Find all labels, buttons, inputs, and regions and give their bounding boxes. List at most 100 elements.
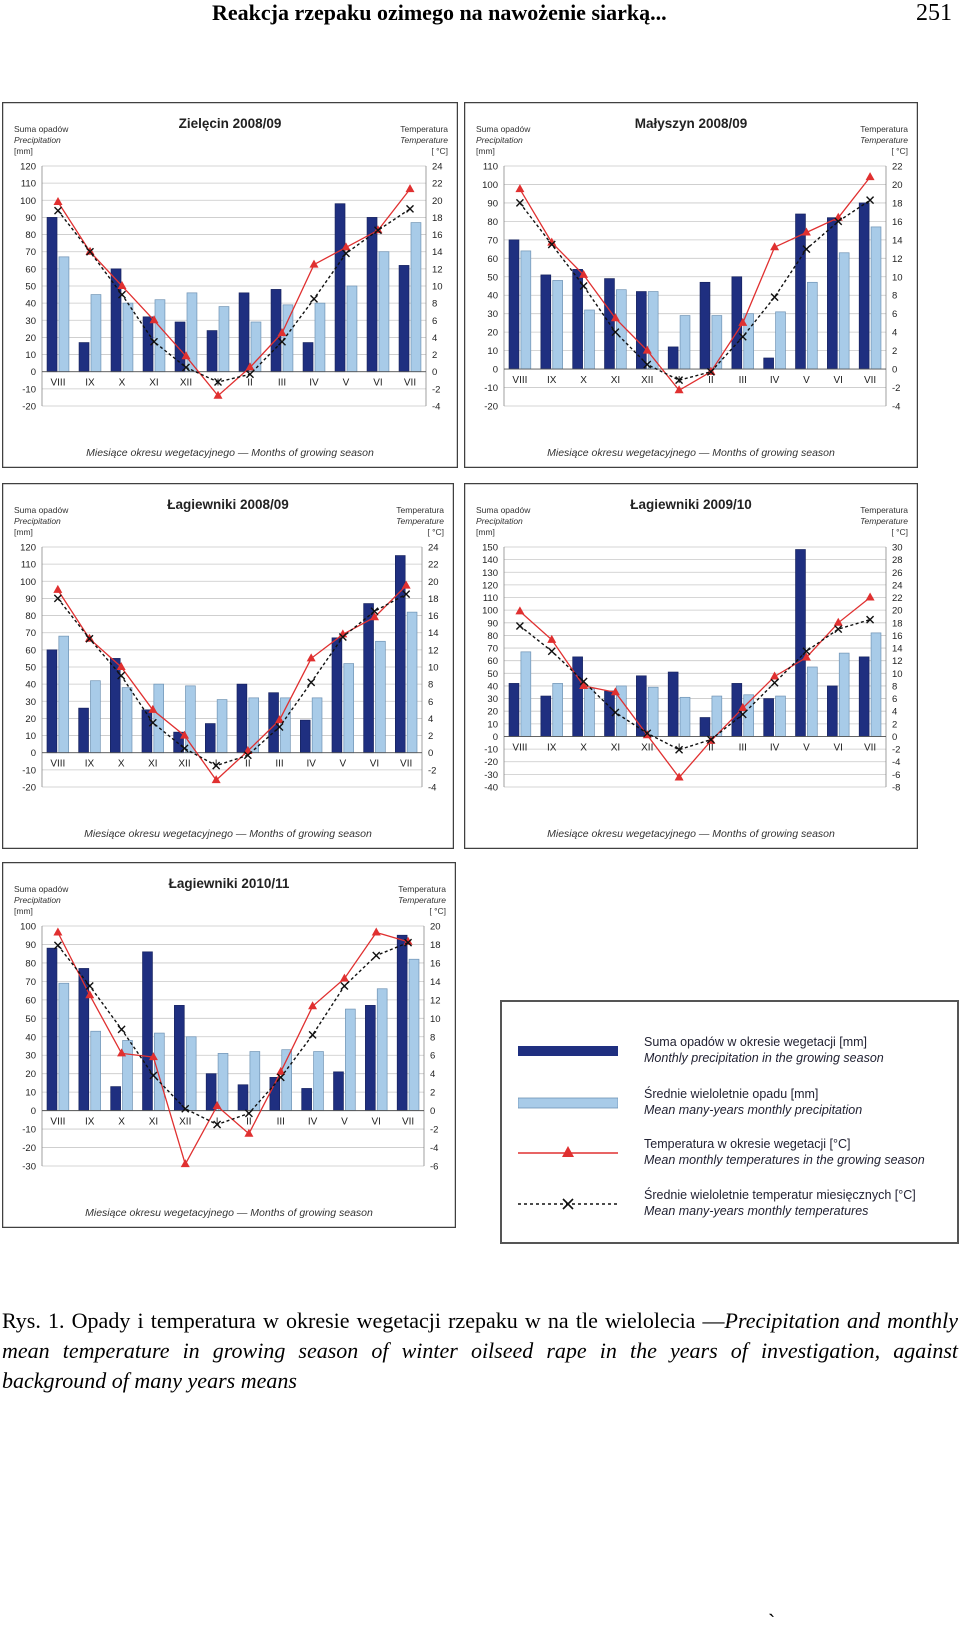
- y-tick-label: 30: [25, 697, 36, 708]
- mean-temperature-line: [57, 593, 407, 767]
- chart-title: Łagiewniki 2008/09: [167, 497, 289, 512]
- mean-temperature-point: [342, 249, 350, 258]
- bar-mean-precipitation: [870, 632, 882, 737]
- temperature-point: [148, 704, 158, 713]
- bar-precipitation: [110, 1086, 121, 1111]
- chart-svg: -20-100102030405060708090100110120-4-202…: [2, 102, 458, 468]
- mean-temperature-point: [276, 1073, 285, 1082]
- right-axis-label-en: Temperature: [396, 516, 444, 526]
- bar-precipitation: [334, 203, 346, 373]
- y2-tick-label: 10: [430, 1014, 441, 1025]
- y2-tick-label: 16: [432, 230, 443, 241]
- bar-precipitation: [858, 656, 870, 737]
- bar-mean-precipitation: [90, 680, 101, 754]
- temperature-point: [85, 990, 95, 999]
- temperature-point: [401, 580, 411, 589]
- bar-mean-precipitation: [775, 311, 786, 370]
- x-tick-label: I: [215, 759, 218, 770]
- left-axis-label-pl: Suma opadów: [14, 124, 69, 134]
- temperature-point: [341, 242, 351, 251]
- mean-temperature-point: [834, 217, 843, 226]
- y-tick-label: 50: [25, 1014, 36, 1025]
- bar-mean-precipitation: [378, 251, 390, 373]
- y-tick-label: 20: [25, 1069, 36, 1080]
- chart-title: Łagiewniki 2010/11: [169, 876, 290, 891]
- y2-tick-label: 8: [430, 1032, 435, 1043]
- bar-mean-precipitation: [679, 696, 691, 737]
- mean-temperature-point: [579, 282, 588, 290]
- bar-precipitation: [366, 217, 378, 373]
- y-tick-label: -40: [484, 783, 498, 794]
- chart-frame: [464, 483, 918, 849]
- y2-tick-label: 12: [892, 254, 903, 265]
- y2-tick-label: 24: [432, 162, 443, 173]
- temperature-point: [801, 227, 811, 236]
- right-axis-label-en: Temperature: [860, 135, 908, 145]
- y2-tick-label: -4: [428, 783, 436, 794]
- mean-temperature-point: [243, 751, 252, 760]
- bar-precipitation: [827, 217, 838, 370]
- bar-precipitation: [508, 683, 520, 737]
- bar-precipitation: [78, 342, 90, 373]
- mean-temperature-point: [118, 290, 126, 299]
- mean-temperature-point: [404, 938, 413, 947]
- y-tick-label: 80: [25, 958, 36, 969]
- bar-mean-precipitation: [122, 302, 134, 373]
- y-tick-label: 90: [487, 618, 498, 629]
- right-axis-unit: [ °C]: [431, 146, 448, 156]
- y-tick-label: 60: [25, 995, 36, 1006]
- mean-temperature-point: [86, 247, 94, 256]
- temperature-point: [642, 345, 652, 354]
- mean-temperature-point: [53, 594, 62, 603]
- x-tick-label: V: [803, 375, 810, 386]
- mean-temperature-point: [246, 370, 254, 379]
- y2-tick-label: 6: [432, 316, 437, 327]
- right-axis-label-en: Temperature: [860, 516, 908, 526]
- bar-mean-precipitation: [311, 697, 323, 754]
- mean-temperature-point: [117, 1025, 126, 1034]
- temperature-point: [180, 730, 189, 739]
- left-axis-label-pl: Suma opadów: [476, 505, 531, 515]
- y2-tick-label: -6: [430, 1162, 438, 1173]
- y-tick-label: 100: [20, 196, 36, 207]
- mean-temperature-point: [402, 590, 411, 599]
- temperature-point: [308, 1001, 318, 1010]
- temperature-point: [117, 1048, 127, 1057]
- temperature-point: [53, 584, 63, 593]
- temperature-point: [403, 936, 413, 945]
- y2-tick-label: 10: [892, 669, 903, 680]
- x-tick-label: XII: [178, 759, 190, 770]
- temperature-point: [770, 671, 780, 680]
- y-tick-label: 70: [487, 644, 498, 655]
- temperature-point: [674, 772, 684, 781]
- y-tick-label: -20: [484, 757, 498, 768]
- right-axis-label-en: Temperature: [398, 895, 446, 905]
- y2-tick-label: 4: [428, 714, 433, 725]
- y-tick-label: 110: [21, 179, 36, 190]
- y-tick-label: 90: [487, 198, 498, 209]
- y2-tick-label: 0: [428, 748, 433, 759]
- bar-mean-precipitation: [375, 640, 386, 754]
- y-tick-label: 50: [25, 282, 36, 293]
- mean-temperature-line: [57, 941, 409, 1126]
- mean-temperature-point: [340, 982, 349, 990]
- y2-tick-label: -2: [432, 384, 440, 395]
- bar-precipitation: [46, 217, 58, 373]
- chart-malyszyn-2008-09: -20 -10 0 10 20 30 40 50 60 70 80 90 100 110 -4 -2 0 2 4 6 8…: [464, 102, 918, 468]
- y2-tick-label: 20: [428, 577, 439, 588]
- mean-temperature-point: [275, 723, 284, 731]
- page-header: Reakcja rzepaku ozimego na nawożenie sia…: [0, 0, 960, 30]
- caption-label: Rys. 1.: [2, 1308, 65, 1333]
- y2-tick-label: 22: [892, 593, 903, 604]
- temperature-point: [212, 1101, 222, 1109]
- y2-tick-label: 10: [892, 272, 903, 283]
- x-tick-label: I: [217, 378, 220, 389]
- y-tick-label: -10: [22, 1125, 36, 1136]
- legend-swatch-bar-mean: [518, 1097, 618, 1109]
- bar-precipitation: [604, 690, 615, 737]
- temperature-point: [213, 390, 223, 399]
- mean-temperature-point: [372, 951, 381, 960]
- mean-temperature-point: [515, 198, 524, 207]
- x-tick-label: VII: [864, 742, 876, 753]
- x-tick-label: VIII: [50, 378, 65, 389]
